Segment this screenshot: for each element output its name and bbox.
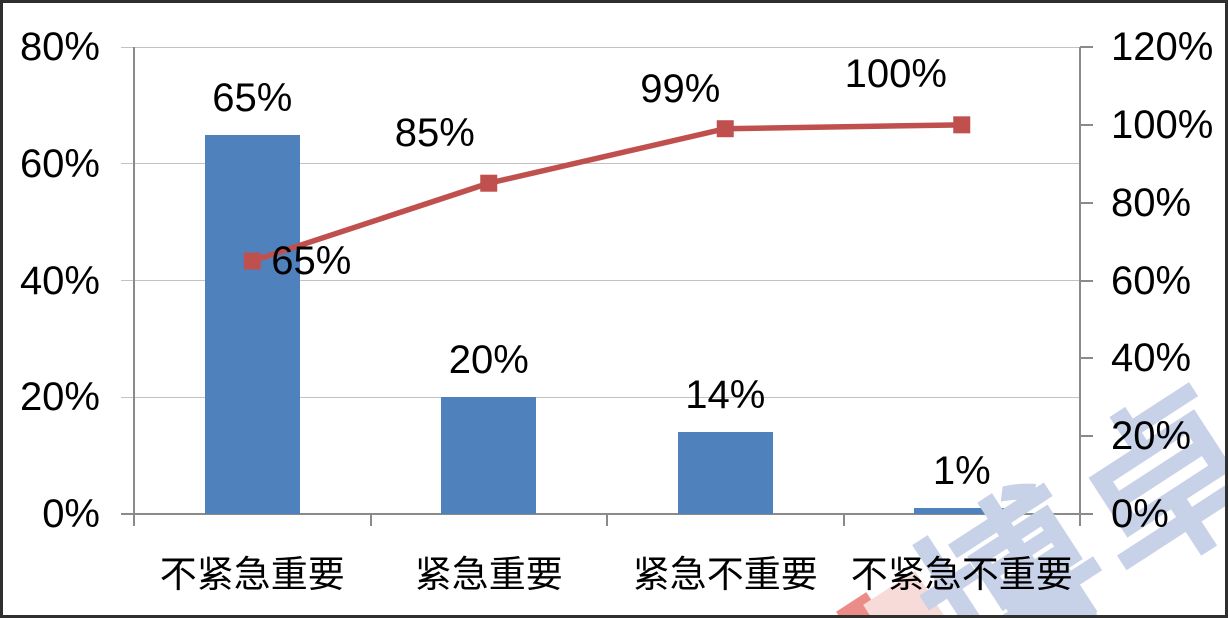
category-label: 紧急重要 <box>414 554 563 595</box>
right-axis-tick-60% <box>1080 279 1093 282</box>
labels-layer: 65% 20% 14% 1% 0% 20% 40% 60% 80% 0% 20% 40% 60% 80% 1… <box>3 3 1225 615</box>
right-axis-tick-120% <box>1080 46 1093 48</box>
line-marker <box>480 174 498 192</box>
right-axis-tick-20% <box>1080 435 1093 438</box>
gridline-40% <box>121 280 1080 281</box>
plot-area <box>3 3 1225 615</box>
left-axis-label: 80% <box>19 25 100 69</box>
right-axis-label: 60% <box>1111 258 1192 303</box>
line-marker <box>716 120 734 138</box>
cumulative-line <box>251 122 962 264</box>
line-marker <box>953 116 971 134</box>
bar-1 <box>204 134 300 514</box>
line-data-label: 99% <box>640 66 721 111</box>
line-data-label: 65% <box>271 239 352 284</box>
category-boundary-tick <box>606 514 608 526</box>
bar-data-label: 1% <box>932 449 991 494</box>
cumulative-line-layer <box>243 116 971 270</box>
bar-data-label: 20% <box>448 338 529 383</box>
gridline-80% <box>121 46 1080 48</box>
bar-data-label: 14% <box>685 373 766 418</box>
left-axis-line <box>133 47 135 526</box>
bar-2 <box>441 397 537 514</box>
right-axis-label: 40% <box>1111 336 1192 381</box>
right-axis-label: 0% <box>1111 492 1169 536</box>
category-label: 不紧急重要 <box>159 554 345 595</box>
right-axis-tick-80% <box>1080 201 1093 204</box>
left-axis-label: 40% <box>19 258 100 303</box>
category-label: 紧急不重要 <box>632 554 818 595</box>
right-axis-label: 120% <box>1111 25 1214 69</box>
category-boundary-tick <box>842 514 845 526</box>
line-marker <box>243 252 261 270</box>
gridline-60% <box>121 163 1080 165</box>
right-axis-line <box>1079 47 1081 526</box>
gridline-20% <box>121 396 1080 398</box>
bar-4 <box>914 508 1010 514</box>
right-axis-label: 100% <box>1111 102 1214 147</box>
category-boundary-tick <box>369 514 372 526</box>
category-boundary-tick <box>133 514 135 526</box>
right-axis-tick-100% <box>1080 123 1093 126</box>
bar-3 <box>677 432 773 514</box>
line-data-label: 85% <box>394 111 475 156</box>
right-axis-tick-40% <box>1080 357 1093 360</box>
bar-data-label: 65% <box>212 75 293 120</box>
line-data-label: 100% <box>844 51 947 96</box>
left-axis-label: 20% <box>19 375 100 420</box>
right-axis-label: 80% <box>1111 180 1192 225</box>
category-boundary-tick <box>1079 514 1081 526</box>
category-label: 不紧急不重要 <box>850 554 1073 595</box>
left-axis-label: 0% <box>42 492 100 536</box>
right-axis-label: 20% <box>1111 414 1192 459</box>
left-axis-label: 60% <box>19 141 100 186</box>
